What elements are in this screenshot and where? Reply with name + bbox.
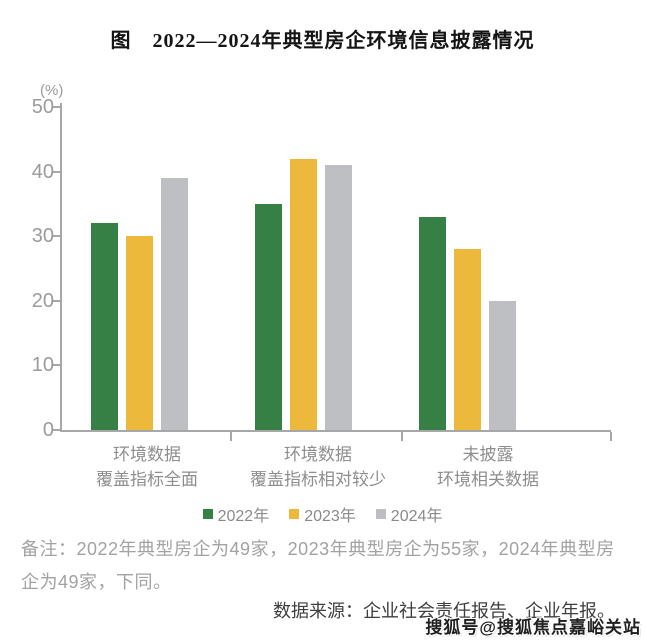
- x-axis-tick: [401, 432, 403, 441]
- y-axis-tick: [52, 429, 60, 431]
- bar-2022年-group2: [254, 203, 282, 430]
- bar-2024年-group1: [160, 178, 188, 430]
- y-axis-tick: [52, 364, 60, 367]
- category-label: 环境数据 覆盖指标全面: [96, 445, 198, 489]
- legend-label: 2022年: [217, 508, 270, 525]
- y-axis-tick-label: 20: [31, 289, 54, 312]
- legend-item-2023年: 2023年: [289, 502, 356, 526]
- y-axis-tick-label: 30: [31, 225, 54, 248]
- legend-label: 2023年: [304, 508, 356, 525]
- watermark: 搜狐号@搜狐焦点嘉峪关站: [425, 618, 641, 637]
- figure-title: 图 2022—2024年典型房企环境信息披露情况: [110, 30, 535, 52]
- bar-chart-plot-area: 0 10 20 30 40 50 环境数据 覆盖指标全面 环境数据 覆盖指标相对较少 未披露 环…: [32, 97, 612, 489]
- x-axis-tick: [230, 432, 232, 441]
- bar-2023年-group1: [125, 236, 153, 430]
- footnote: 备注：2022年典型房企为49家，2023年典型房企为55家，2024年典型房企…: [21, 539, 615, 592]
- legend-swatch-icon: [202, 509, 213, 519]
- legend-item-2022年: 2022年: [202, 502, 270, 526]
- category-label: 未披露 环境相关数据: [437, 445, 539, 489]
- data-source: 数据来源：企业社会责任报告、企业年报。: [273, 601, 615, 621]
- legend-swatch-icon: [375, 509, 386, 519]
- legend-swatch-icon: [289, 509, 300, 519]
- y-axis-tick-label: 40: [31, 160, 54, 183]
- legend-label: 2024年: [390, 508, 443, 525]
- x-axis-tick: [610, 432, 612, 441]
- category-label: 环境数据 覆盖指标相对较少: [250, 445, 386, 489]
- y-axis-tick-label: 50: [31, 96, 54, 118]
- y-axis-unit-label: (%): [40, 82, 64, 99]
- y-axis-tick: [52, 170, 60, 173]
- y-axis-tick-label: 0: [42, 419, 54, 441]
- y-axis-tick: [52, 299, 60, 302]
- legend-item-2024年: 2024年: [375, 502, 443, 526]
- bar-2023年-group2: [289, 158, 317, 430]
- bar-2022年-group1: [90, 223, 118, 430]
- y-axis-tick: [52, 106, 60, 108]
- bar-2024年-group3: [488, 300, 516, 430]
- chart-legend: 2022年 2023年 2024年: [0, 502, 645, 526]
- bar-2023年-group3: [453, 249, 481, 430]
- bar-2024年-group2: [324, 165, 352, 430]
- bar-2022年-group3: [418, 216, 446, 430]
- y-axis-tick: [52, 235, 60, 238]
- y-axis-tick-label: 10: [31, 354, 54, 377]
